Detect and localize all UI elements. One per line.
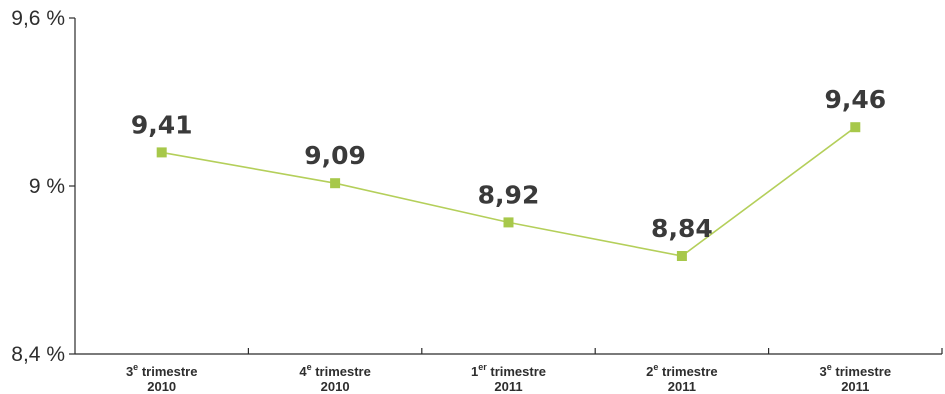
x-tick-period: trimestre xyxy=(835,364,891,379)
y-tick-label: 8,4 % xyxy=(11,343,65,366)
x-tick-period: trimestre xyxy=(315,364,371,379)
x-tick-year: 2011 xyxy=(494,379,522,394)
data-label: 8,92 xyxy=(478,180,540,209)
x-tick-ordinal: 1 xyxy=(471,364,478,379)
x-tick-label: 1er trimestre xyxy=(471,362,546,379)
data-point-marker xyxy=(676,251,687,261)
x-tick-group xyxy=(247,348,943,354)
x-tick-period: trimestre xyxy=(142,364,198,379)
x-tick-ordinal: 3 xyxy=(820,364,827,379)
x-tick-ordinal: 4 xyxy=(299,364,307,379)
data-point-marker xyxy=(156,147,167,158)
x-tick-year: 2011 xyxy=(841,379,869,394)
x-tick-period: trimestre xyxy=(662,364,718,379)
x-tick-year: 2010 xyxy=(147,379,176,394)
data-point-marker xyxy=(503,217,514,228)
series-group xyxy=(156,122,861,261)
data-label: 8,84 xyxy=(651,214,713,243)
x-tick-year: 2011 xyxy=(668,379,696,394)
x-tick-ordinal-suffix: e xyxy=(653,362,658,372)
x-tick-ordinal-suffix: e xyxy=(133,362,138,372)
y-tick-label: 9,6 % xyxy=(11,7,65,30)
x-tick-ordinal-suffix: e xyxy=(307,362,312,372)
x-tick-ordinal-suffix: e xyxy=(827,362,832,372)
x-tick-year: 2010 xyxy=(321,379,350,394)
data-label: 9,41 xyxy=(131,110,193,139)
x-tick-ordinal: 2 xyxy=(646,364,653,379)
x-tick-period: trimestre xyxy=(490,364,546,379)
data-point-marker xyxy=(850,122,861,133)
x-tick-ordinal: 3 xyxy=(126,364,133,379)
x-tick-label: 3e trimestre xyxy=(126,362,198,379)
data-label: 9,09 xyxy=(304,141,366,170)
x-tick-ordinal-suffix: er xyxy=(478,362,487,372)
x-tick-label: 2e trimestre xyxy=(646,362,718,379)
x-tick-label: 4e trimestre xyxy=(299,362,371,379)
data-label-group: 9,41 9,09 8,92 8,84 9,46 xyxy=(131,85,886,243)
y-tick-label: 9 % xyxy=(29,175,65,198)
y-tick-group: 9,6 % 9 % 8,4 % xyxy=(11,7,75,366)
data-label: 9,46 xyxy=(824,85,886,114)
x-tick-label: 3e trimestre xyxy=(820,362,892,379)
data-point-marker xyxy=(330,178,341,189)
